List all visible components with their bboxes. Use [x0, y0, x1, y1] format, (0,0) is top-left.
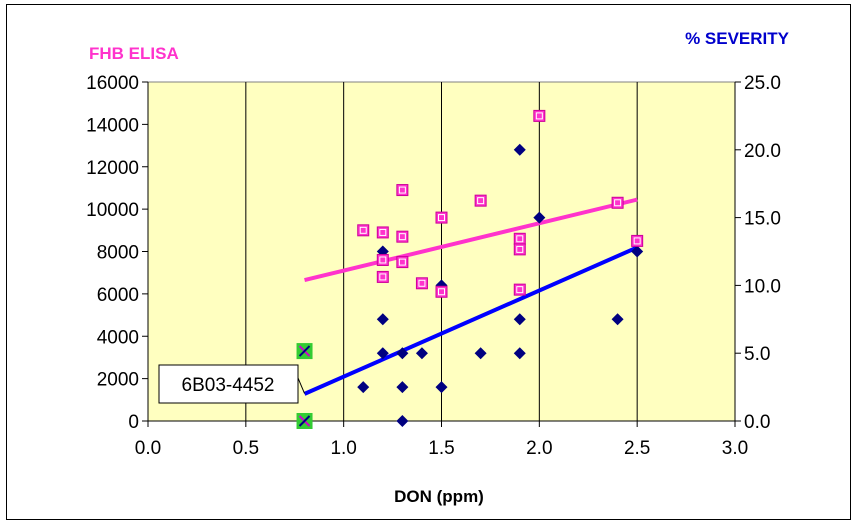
- right-y-tick-label: 10.0: [744, 276, 781, 297]
- elisa-point-inner: [398, 233, 406, 241]
- elisa-point: [376, 253, 389, 266]
- elisa-point: [533, 109, 546, 122]
- data-points: [357, 109, 644, 427]
- elisa-point: [631, 234, 644, 247]
- x-tick-label: 1.5: [428, 438, 454, 459]
- elisa-point: [435, 285, 448, 298]
- right-y-axis-ticks: 0.0 5.0 10.0 15.0 20.0 25.0: [735, 73, 781, 433]
- callout-label: 6B03-4452: [182, 375, 275, 396]
- elisa-point: [396, 256, 409, 269]
- trendlines: [303, 197, 638, 396]
- annotation-callout: 6B03-4452: [158, 364, 305, 404]
- right-y-tick-label: 0.0: [744, 412, 770, 433]
- left-y-tick-label: 12000: [86, 158, 139, 179]
- x-tick-label: 3.0: [722, 438, 748, 459]
- elisa-point: [376, 270, 389, 283]
- left-y-tick-label: 16000: [86, 73, 139, 94]
- elisa-point: [396, 230, 409, 243]
- callout-leader-line: [297, 377, 305, 394]
- chart-svg: 0.0 0.5 1.0 1.5 2.0 2.5 3.0 0 2000 4000 6000 8000 1…: [86, 29, 790, 506]
- elisa-point-inner: [398, 258, 406, 266]
- x-tick-label: 2.0: [526, 438, 552, 459]
- left-y-tick-label: 8000: [97, 243, 139, 264]
- elisa-point: [376, 226, 389, 239]
- left-y-tick-label: 6000: [97, 285, 139, 306]
- left-y-tick-label: 14000: [86, 115, 139, 136]
- elisa-point-inner: [359, 226, 367, 234]
- elisa-point: [513, 243, 526, 256]
- x-tick-label: 0.0: [135, 438, 161, 459]
- severity-point: [376, 347, 389, 360]
- elisa-point: [513, 232, 526, 245]
- elisa-point-inner: [379, 273, 387, 281]
- left-y-axis-ticks: 0 2000 4000 6000 8000 10000 12000 14000 16000: [86, 73, 148, 433]
- callout-box: [158, 364, 299, 404]
- severity-point: [396, 381, 409, 394]
- elisa-point: [474, 194, 487, 207]
- elisa-point-inner: [614, 199, 622, 207]
- severity-point: [357, 381, 370, 394]
- elisa-point: [611, 196, 624, 209]
- severity-point: [396, 415, 409, 427]
- elisa-point: [357, 224, 370, 237]
- elisa-point-inner: [418, 279, 426, 287]
- highlighted-points: [296, 343, 313, 429]
- left-y-tick-label: 4000: [97, 327, 139, 348]
- elisa-point-inner: [477, 197, 485, 205]
- right-y-tick-label: 5.0: [744, 344, 770, 365]
- x-tick-label: 0.5: [233, 438, 259, 459]
- elisa-point: [513, 283, 526, 296]
- elisa-point-inner: [438, 214, 445, 222]
- right-y-tick-label: 20.0: [744, 141, 781, 162]
- elisa-point-inner: [379, 228, 387, 236]
- severity-point: [631, 245, 644, 258]
- x-axis-title: DON (ppm): [394, 487, 484, 506]
- elisa-point-inner: [535, 112, 543, 120]
- severity-trendline: [303, 245, 638, 396]
- severity-point: [474, 347, 487, 360]
- severity-point: [513, 143, 526, 156]
- right-axis-title: % SEVERITY: [685, 29, 790, 48]
- elisa-trendline: [304, 197, 638, 283]
- x-tick-label: 1.0: [330, 438, 356, 459]
- elisa-point-inner: [516, 245, 524, 253]
- chart-area: 0.0 0.5 1.0 1.5 2.0 2.5 3.0 0 2000 4000 6000 8000 1…: [6, 4, 851, 520]
- severity-point: [533, 211, 546, 224]
- right-y-tick-label: 25.0: [744, 73, 781, 94]
- elisa-point: [415, 277, 428, 290]
- severity-point: [513, 313, 526, 326]
- severity-point: [435, 381, 448, 394]
- severity-point: [396, 347, 409, 360]
- elisa-point: [396, 184, 409, 197]
- x-tick-label: 2.5: [624, 438, 650, 459]
- elisa-point-inner: [438, 288, 445, 296]
- highlight-x-mark: [298, 415, 311, 427]
- left-y-tick-label: 2000: [97, 370, 139, 391]
- left-y-tick-label: 10000: [86, 200, 139, 221]
- elisa-point: [435, 211, 448, 224]
- elisa-point-inner: [379, 256, 387, 264]
- elisa-point-inner: [516, 286, 524, 294]
- left-axis-title: FHB ELISA: [89, 44, 179, 63]
- elisa-point-inner: [633, 237, 641, 245]
- severity-point: [611, 313, 624, 326]
- elisa-point-inner: [398, 186, 406, 194]
- highlight-x-mark: [298, 345, 311, 357]
- severity-point: [415, 347, 428, 360]
- elisa-point-inner: [516, 235, 524, 243]
- left-y-tick-label: 0: [128, 412, 139, 433]
- x-axis-ticks: 0.0 0.5 1.0 1.5 2.0 2.5 3.0: [135, 421, 748, 459]
- right-y-tick-label: 15.0: [744, 209, 781, 230]
- severity-point: [376, 313, 389, 326]
- severity-point: [513, 347, 526, 360]
